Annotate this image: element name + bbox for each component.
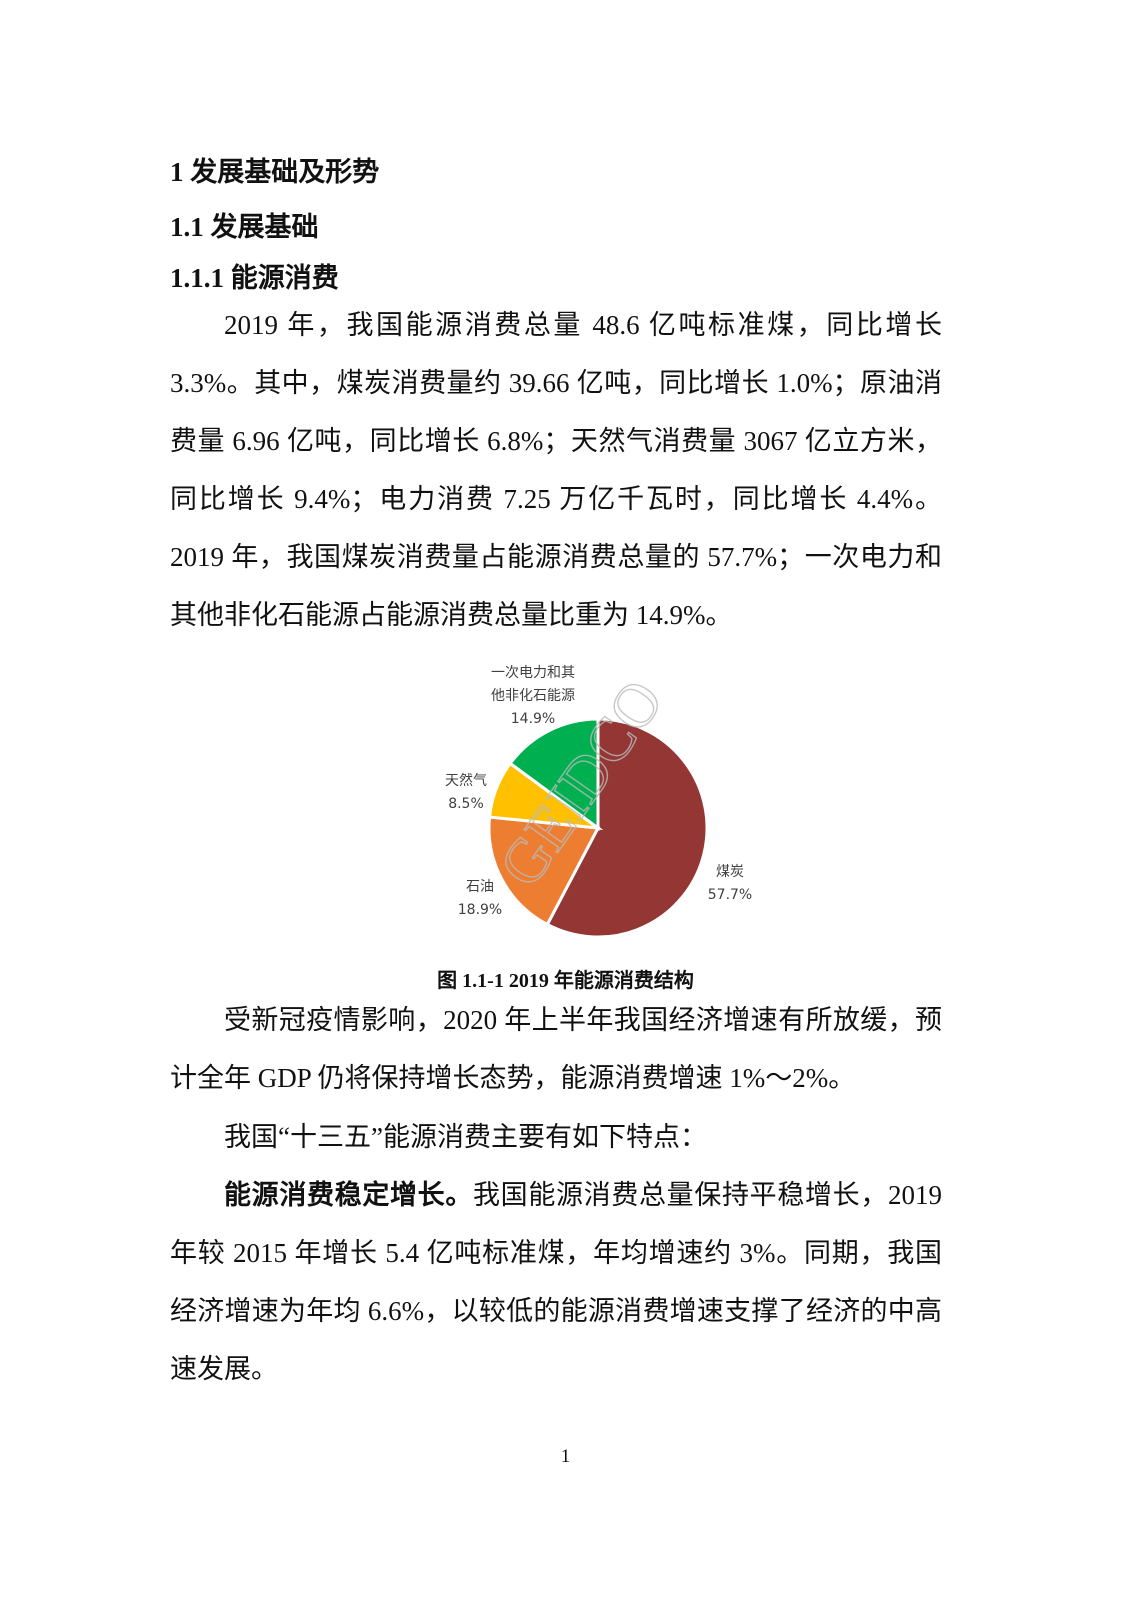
heading-1: 1 发展基础及形势 bbox=[170, 157, 380, 187]
label-coal-value: 57.7% bbox=[708, 887, 752, 903]
label-oil-value: 18.9% bbox=[458, 902, 502, 918]
slice-nonfossil bbox=[508, 717, 600, 831]
label-nonfossil-name-2: 他非化石能源 bbox=[491, 688, 575, 704]
paragraph-covid-impact: 受新冠疫情影响，2020 年上半年我国经济增速有所放缓，预计全年 GDP 仍将保… bbox=[170, 1005, 942, 1093]
paragraph-features-intro: 我国“十三五”能源消费主要有如下特点： bbox=[224, 1122, 707, 1152]
label-nonfossil-value: 14.9% bbox=[511, 711, 555, 727]
figure-caption: 图 1.1-1 2019 年能源消费结构 bbox=[437, 970, 694, 992]
label-nonfossil-name-1: 一次电力和其 bbox=[491, 665, 575, 681]
label-gas-name: 天然气 bbox=[445, 772, 487, 789]
lead-phrase: 能源消费稳定增长。 bbox=[224, 1180, 473, 1210]
paragraph-energy-consumption: 2019 年，我国能源消费总量 48.6 亿吨标准煤，同比增长 3.3%。其中，… bbox=[170, 310, 942, 630]
heading-1-1: 1.1 发展基础 bbox=[170, 212, 319, 242]
label-oil-name: 石油 bbox=[466, 879, 494, 895]
label-gas-value: 8.5% bbox=[448, 796, 484, 812]
heading-1-1-1: 1.1.1 能源消费 bbox=[170, 263, 339, 293]
slice-oil bbox=[487, 815, 601, 927]
pie-chart: 煤炭 57.7% 石油 18.9% 天然气 8.5% 一次电力和其 他非化石能源… bbox=[445, 665, 752, 939]
page-number: 1 bbox=[560, 1446, 571, 1467]
paragraph-stable-growth: 能源消费稳定增长。我国能源消费总量保持平稳增长，2019 年较 2015 年增长… bbox=[170, 1166, 942, 1398]
paragraph-body: 我国能源消费总量保持平稳增长，2019 年较 2015 年增长 5.4 亿吨标准… bbox=[170, 1180, 942, 1384]
label-coal-name: 煤炭 bbox=[716, 864, 744, 880]
slice-coal bbox=[545, 717, 709, 939]
